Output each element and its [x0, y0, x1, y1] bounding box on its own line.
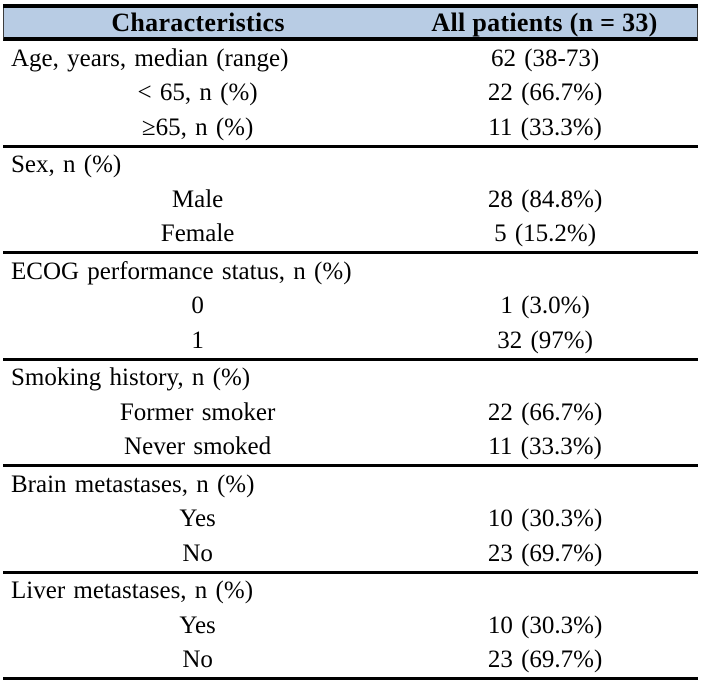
- row-label: Former smoker: [119, 398, 276, 426]
- table-section: Sex, n (%) Male 28 (84.8%) Female 5 (15.2%): [3, 148, 698, 254]
- row-label: Yes: [179, 611, 216, 639]
- table-row: No 23 (69.7%): [3, 536, 698, 571]
- row-value: 1 (3.0%): [500, 292, 590, 320]
- row-label: Sex, n (%): [11, 151, 122, 179]
- row-value: 10 (30.3%): [487, 611, 603, 639]
- row-label: Never smoked: [124, 433, 272, 461]
- row-value: 62 (38-73): [490, 44, 600, 72]
- table-body: Age, years, median (range) 62 (38-73) < 65…: [3, 41, 698, 680]
- row-value: 5 (15.2%): [494, 220, 597, 248]
- row-label: ECOG performance status, n (%): [11, 257, 352, 285]
- row-label: Liver metastases, n (%): [11, 577, 254, 605]
- row-value: 22 (66.7%): [487, 398, 603, 426]
- row-label: No: [182, 646, 213, 674]
- row-label: No: [182, 539, 213, 567]
- header-cell-characteristics: Characteristics: [111, 8, 285, 37]
- table-row: 1 32 (97%): [3, 323, 698, 358]
- table-row: Smoking history, n (%): [3, 361, 698, 396]
- table-row: Yes 10 (30.3%): [3, 502, 698, 537]
- table-row: Age, years, median (range) 62 (38-73): [3, 41, 698, 76]
- table-row: No 23 (69.7%): [3, 643, 698, 678]
- patient-characteristics-table: Characteristics All patients (n = 33) Ag…: [3, 4, 698, 680]
- row-label: Smoking history, n (%): [11, 364, 251, 392]
- row-value: 28 (84.8%): [487, 185, 603, 213]
- row-value: 10 (30.3%): [487, 505, 603, 533]
- row-value: 23 (69.7%): [487, 539, 603, 567]
- table-row: Former smoker 22 (66.7%): [3, 395, 698, 430]
- table-row: ECOG performance status, n (%): [3, 254, 698, 289]
- table-row: Sex, n (%): [3, 148, 698, 183]
- table-row: < 65, n (%) 22 (66.7%): [3, 76, 698, 111]
- row-label: Yes: [179, 505, 216, 533]
- row-value: 11 (33.3%): [488, 113, 602, 141]
- table-section: Brain metastases, n (%) Yes 10 (30.3%) No 23…: [3, 467, 698, 574]
- row-value: 23 (69.7%): [487, 646, 603, 674]
- row-label: 1: [191, 326, 204, 354]
- table-row: ≥65, n (%) 11 (33.3%): [3, 110, 698, 145]
- table-header-row: Characteristics All patients (n = 33): [3, 8, 698, 41]
- header-cell-all-patients: All patients (n = 33): [431, 8, 658, 37]
- row-label: Age, years, median (range): [11, 44, 289, 72]
- table-row: Yes 10 (30.3%): [3, 608, 698, 643]
- row-value: 22 (66.7%): [487, 79, 603, 107]
- row-label: Male: [171, 185, 224, 213]
- row-label: Female: [160, 220, 235, 248]
- row-label: Brain metastases, n (%): [11, 470, 255, 498]
- table-section: ECOG performance status, n (%) 0 1 (3.0%) 1…: [3, 254, 698, 361]
- row-value: 32 (97%): [497, 326, 593, 354]
- table-row: 0 1 (3.0%): [3, 289, 698, 324]
- table-row: Liver metastases, n (%): [3, 574, 698, 609]
- table-row: Female 5 (15.2%): [3, 217, 698, 252]
- row-label: < 65, n (%): [137, 79, 258, 107]
- table-section: Smoking history, n (%) Former smoker 22 (6…: [3, 361, 698, 467]
- row-label: ≥65, n (%): [141, 113, 254, 141]
- table-row: Brain metastases, n (%): [3, 467, 698, 502]
- table-section: Liver metastases, n (%) Yes 10 (30.3%) No 23…: [3, 574, 698, 680]
- row-value: 11 (33.3%): [488, 433, 602, 461]
- table-row: Male 28 (84.8%): [3, 182, 698, 217]
- table-section: Age, years, median (range) 62 (38-73) < 65…: [3, 41, 698, 148]
- table-row: Never smoked 11 (33.3%): [3, 430, 698, 465]
- row-label: 0: [191, 292, 204, 320]
